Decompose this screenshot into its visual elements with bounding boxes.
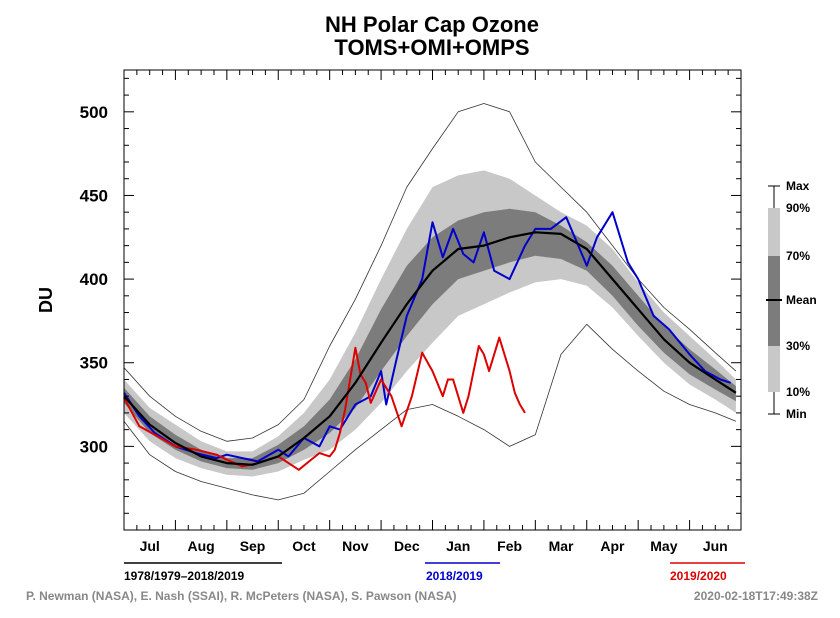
min-line [123,323,737,501]
x-tick-label: Nov [342,538,369,554]
y-tick-label: 350 [80,354,108,373]
x-tick-label: Jul [140,538,160,554]
data-lines [123,103,737,501]
series-line-2 [123,336,526,471]
x-tick-label: Dec [394,538,420,554]
legend-label: Min [786,407,807,421]
legend-label: 30% [786,339,810,353]
legend-label: 90% [786,201,810,215]
y-tick-label: 450 [80,186,108,205]
mean-line [123,231,737,466]
series-b-label: 2019/2020 [670,569,727,583]
x-tick-label: Mar [549,538,574,554]
x-tick-label: Aug [188,538,215,554]
axis-ticks [123,70,742,530]
x-tick-label: May [650,538,677,554]
y-axis-label: DU [36,287,56,313]
climatology-bands [124,170,736,477]
x-tick-label: Sep [240,538,266,554]
legend-label: 70% [786,249,810,263]
legend-swatch-10-30 [768,346,780,392]
x-tick-label: Oct [292,538,316,554]
legend: Max 90% 70% Mean 30% 10% Min [766,179,817,421]
y-tick-label: 400 [80,270,108,289]
plot-area: 300 350 400 450 500 Jul Aug Sep Oct Nov Dec Jan Feb… [80,69,742,554]
legend-label: 10% [786,385,810,399]
legend-label: Mean [786,293,817,307]
x-tick-label: Jun [703,538,728,554]
climatology-period-label: 1978/1979–2018/2019 [124,569,244,583]
legend-label: Max [786,179,810,193]
chart-subtitle: TOMS+OMI+OMPS [334,35,529,60]
y-tick-labels: 300 350 400 450 500 [80,103,108,457]
series-line-1 [123,211,732,463]
x-tick-label: Feb [497,538,522,554]
series-a-label: 2018/2019 [426,569,483,583]
band-30-70 [124,208,736,470]
y-tick-label: 300 [80,437,108,456]
chart-title: NH Polar Cap Ozone [325,12,539,37]
legend-swatch-70-90 [768,208,780,256]
y-tick-label: 500 [80,103,108,122]
timestamp: 2020-02-18T17:49:38Z [694,589,818,603]
x-tick-label: Jan [446,538,470,554]
x-tick-labels: Jul Aug Sep Oct Nov Dec Jan Feb Mar Apr May Jun [140,538,728,554]
credits: P. Newman (NASA), E. Nash (SSAI), R. McP… [26,589,457,603]
x-tick-label: Apr [600,538,625,554]
